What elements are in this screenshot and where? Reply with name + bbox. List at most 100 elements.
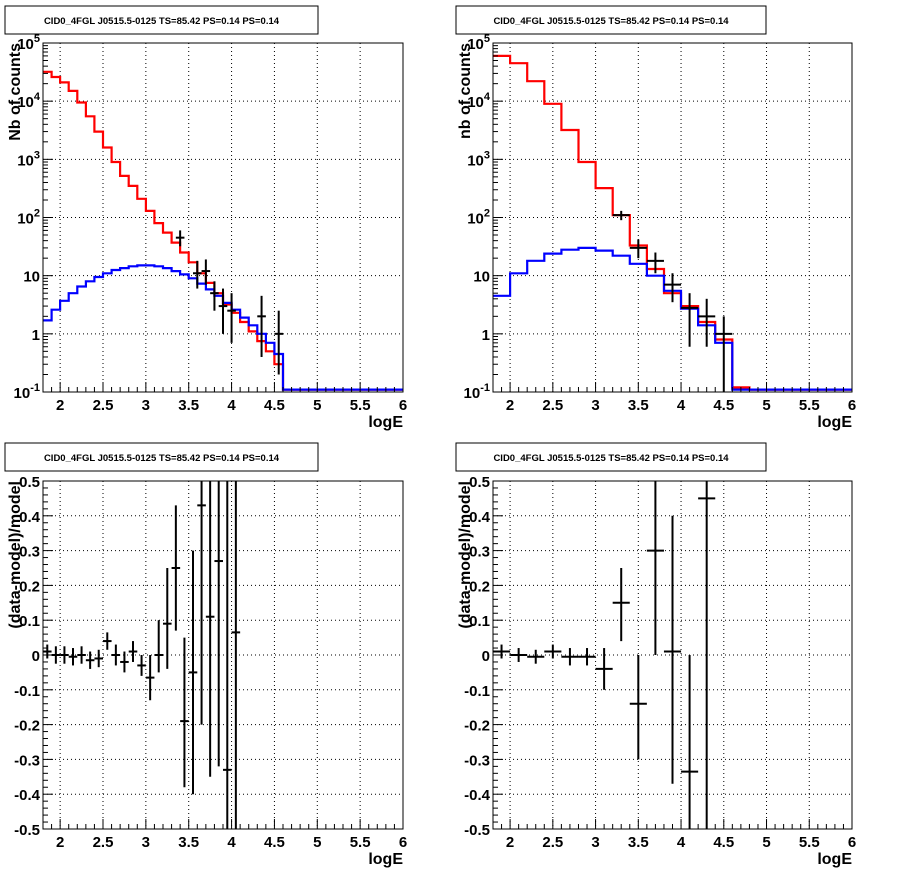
data-point <box>201 259 211 285</box>
y-tick-label: 103 <box>467 149 490 169</box>
data-point <box>163 568 172 669</box>
data-point <box>180 637 189 788</box>
y-tick-label: -0.2 <box>14 718 40 735</box>
y-tick-label: 0 <box>32 648 40 665</box>
data-point <box>646 252 664 274</box>
y-axis-label: nb of counts <box>457 43 474 139</box>
x-axis-label: logE <box>368 851 403 868</box>
x-tick-label: 4.5 <box>264 834 285 851</box>
data-point <box>681 293 699 347</box>
y-tick-label: 0.3 <box>19 544 40 561</box>
x-tick-label: 6 <box>848 834 856 851</box>
data-point <box>681 655 699 829</box>
x-tick-label: 2.5 <box>542 834 563 851</box>
data-point <box>578 648 596 666</box>
x-tick-label: 3 <box>591 834 599 851</box>
data-point <box>629 239 647 259</box>
data-point <box>223 481 232 829</box>
y-tick-label: -0.5 <box>14 822 40 839</box>
x-tick-label: 3 <box>142 397 150 414</box>
chart-title: CID0_4FGL J0515.5-0125 TS=85.42 PS=0.14 … <box>44 16 280 27</box>
data-point <box>493 644 511 659</box>
y-tick-label: -0.1 <box>14 683 40 700</box>
chart-title: CID0_4FGL J0515.5-0125 TS=85.42 PS=0.14 … <box>493 16 729 27</box>
data-point <box>544 644 562 659</box>
data-point <box>103 632 112 650</box>
data-point <box>128 641 138 662</box>
data-point <box>205 481 215 777</box>
data-point <box>715 316 733 392</box>
x-tick-label: 5 <box>762 834 770 851</box>
y-tick-label: 10-1 <box>14 382 40 402</box>
x-tick-label: 2 <box>506 397 514 414</box>
y-tick-label: -0.5 <box>464 822 490 839</box>
y-tick-label: 0.5 <box>469 474 490 491</box>
pad-bottom-right-residuals: CID0_4FGL J0515.5-0125 TS=85.42 PS=0.14 … <box>455 442 856 868</box>
y-axis-label: Nb of counts <box>7 43 24 141</box>
x-tick-label: 2.5 <box>93 834 114 851</box>
x-tick-label: 2 <box>506 834 514 851</box>
x-tick-label: 2.5 <box>93 397 114 414</box>
y-tick-label: 0.3 <box>469 544 490 561</box>
data-point <box>43 644 52 659</box>
x-tick-label: 6 <box>399 834 407 851</box>
y-tick-label: 0.1 <box>19 613 40 630</box>
data-point <box>188 550 198 795</box>
x-tick-label: 5 <box>762 397 770 414</box>
y-tick-label: 0.4 <box>19 509 41 526</box>
x-tick-label: 5.5 <box>799 397 820 414</box>
y-tick-label: -0.2 <box>464 718 490 735</box>
title-box <box>4 442 319 472</box>
x-tick-label: 4.5 <box>713 397 734 414</box>
x-tick-label: 5 <box>313 397 321 414</box>
data-point <box>193 260 202 289</box>
data-point <box>137 655 146 676</box>
x-tick-label: 5 <box>313 834 321 851</box>
x-axis-label: logE <box>817 414 852 431</box>
x-tick-label: 2.5 <box>542 397 563 414</box>
x-tick-label: 3.5 <box>628 397 649 414</box>
y-tick-label: 0.2 <box>19 578 40 595</box>
data-point <box>663 273 682 303</box>
data-point <box>197 481 206 725</box>
x-tick-label: 4 <box>227 834 236 851</box>
model-source-step-line <box>493 246 852 391</box>
data-point <box>171 505 181 631</box>
y-tick-label: 1 <box>482 327 490 344</box>
title-box <box>4 5 319 35</box>
x-tick-label: 5.5 <box>799 834 820 851</box>
chart-title: CID0_4FGL J0515.5-0125 TS=85.42 PS=0.14 … <box>44 453 280 464</box>
data-point <box>218 288 228 334</box>
y-tick-label: 0.5 <box>19 474 40 491</box>
y-tick-label: -0.1 <box>464 683 490 700</box>
y-tick-label: 0.4 <box>469 509 491 526</box>
y-tick-label: 102 <box>467 208 490 228</box>
x-tick-label: 4 <box>677 834 686 851</box>
data-point <box>561 648 579 666</box>
data-point <box>257 295 266 357</box>
x-tick-label: 4.5 <box>264 397 285 414</box>
data-point <box>60 646 69 664</box>
data-point <box>214 481 223 767</box>
y-tick-label: -0.4 <box>14 787 41 804</box>
data-point <box>94 649 103 668</box>
x-axis-label: logE <box>368 414 403 431</box>
y-tick-label: 102 <box>17 208 40 228</box>
title-box <box>455 442 767 472</box>
x-tick-label: 6 <box>848 397 856 414</box>
y-tick-label: 10 <box>23 269 40 286</box>
data-point <box>85 651 95 669</box>
data-point <box>111 644 121 666</box>
x-tick-label: 6 <box>399 397 407 414</box>
y-axis-label: (data-model)/model <box>457 481 474 629</box>
model-total-step-line <box>493 54 852 391</box>
y-tick-label: 10-1 <box>464 382 490 402</box>
data-point <box>154 620 163 673</box>
data-point <box>120 651 129 673</box>
plot-frame <box>492 42 853 393</box>
y-tick-label: -0.3 <box>464 752 490 769</box>
pad-top-left-counts: CID0_4FGL J0515.5-0125 TS=85.42 PS=0.14 … <box>4 5 407 431</box>
x-tick-label: 4 <box>677 397 686 414</box>
data-point <box>629 655 647 760</box>
